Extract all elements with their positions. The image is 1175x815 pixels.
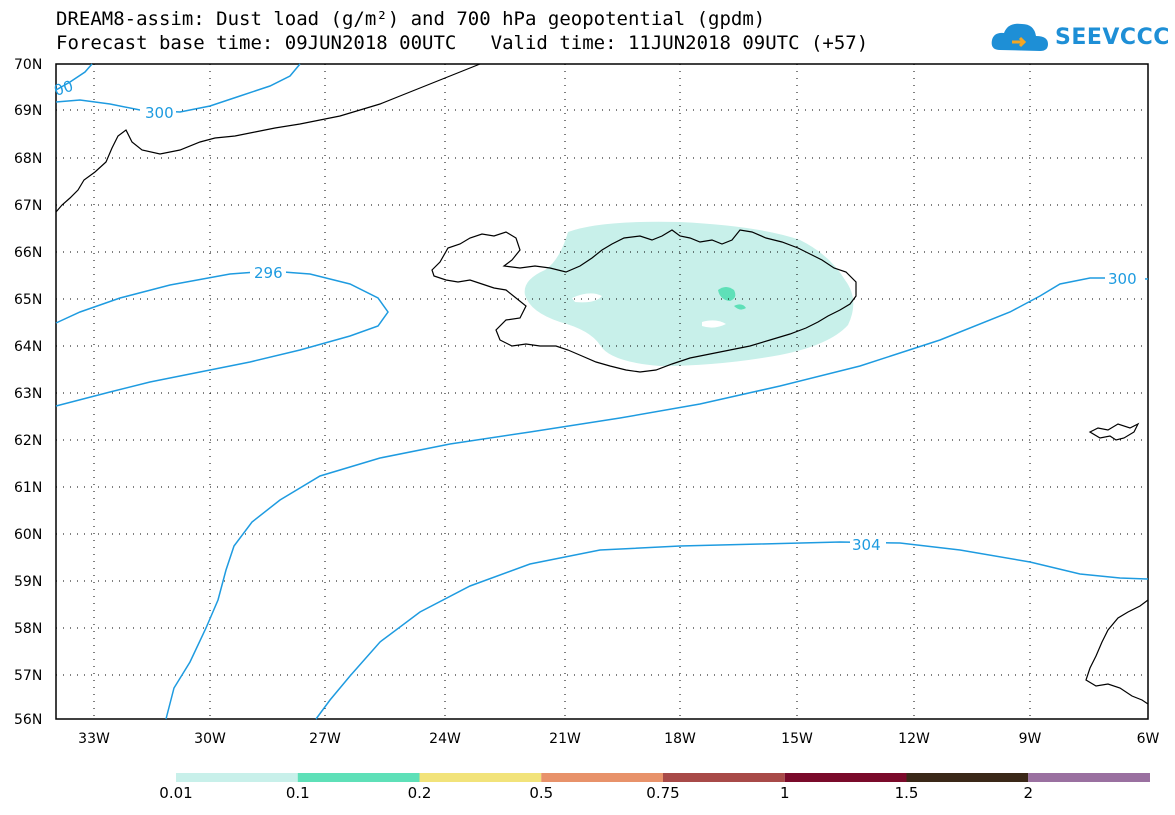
colorbar-swatch (663, 773, 785, 782)
lon-label: 15W (781, 731, 813, 747)
colorbar-label: 0.75 (646, 784, 680, 802)
chart-title-line-1: DREAM8-assim: Dust load (g/m²) and 700 h… (56, 8, 766, 30)
logo-text: SEEVCCC (1055, 25, 1170, 50)
colorbar-swatch (541, 773, 663, 782)
lat-label: 63N (14, 386, 42, 402)
colorbar-swatch (419, 773, 542, 782)
lat-label: 66N (14, 245, 42, 261)
colorbar-label: 1.5 (894, 784, 919, 802)
contour-296 (55, 270, 389, 407)
scotland-coast (1085, 599, 1149, 705)
lat-label: 61N (14, 480, 42, 496)
greenland-coast (55, 63, 481, 213)
contour-304 (315, 541, 1149, 720)
lat-label: 64N (14, 339, 42, 355)
plot-frame (55, 63, 1149, 720)
lat-label: 69N (14, 103, 42, 119)
lon-label: 9W (1019, 731, 1042, 747)
lon-label: 12W (898, 731, 930, 747)
faroe-islands (1088, 422, 1140, 441)
lon-label: 30W (194, 731, 226, 747)
lat-label: 70N (14, 57, 42, 73)
iceland-coast (431, 229, 857, 373)
contour-label-300-east: 300 (1108, 270, 1137, 288)
colorbar-label: 1 (779, 784, 790, 802)
colorbar (176, 773, 1150, 782)
lat-label: 68N (14, 151, 42, 167)
contour-label-backgrounds (140, 104, 1145, 552)
lat-label: 57N (14, 668, 42, 684)
coastlines (55, 63, 1149, 705)
contour-300-corner (55, 63, 93, 91)
colorbar-label: 0.1 (285, 784, 310, 802)
lon-label: 27W (309, 731, 341, 747)
lat-label: 65N (14, 292, 42, 308)
colorbar-label: 0.2 (407, 784, 432, 802)
colorbar-label: 0.5 (529, 784, 554, 802)
colorbar-swatch (784, 773, 907, 782)
contour-label-296: 296 (254, 264, 283, 282)
contour-300-main (165, 277, 1149, 720)
colorbar-swatch (176, 773, 298, 782)
latitude-labels: 70N 69N 68N 67N 66N 65N 64N 63N 62N 61N … (14, 57, 42, 728)
seevccc-cloud-logo-icon (991, 23, 1048, 51)
dust-gap-1 (572, 293, 602, 303)
geopotential-contours (55, 63, 1149, 720)
colorbar-label: 2 (1023, 784, 1034, 802)
colorbar-swatch (297, 773, 420, 782)
chart-title-line-2: Forecast base time: 09JUN2018 00UTC Vali… (56, 32, 869, 54)
colorbar-swatch (1028, 773, 1150, 782)
dust-shading-mid-2 (734, 304, 746, 310)
lon-label: 24W (429, 731, 461, 747)
dust-shading-low (524, 221, 854, 366)
contour-label-corner: 00 (52, 77, 76, 100)
colorbar-label: 0.01 (159, 784, 193, 802)
colorbar-swatch (906, 773, 1029, 782)
longitude-labels: 33W 30W 27W 24W 21W 18W 15W 12W 9W 6W (78, 731, 1159, 747)
contour-label-300-north: 300 (145, 104, 174, 122)
graticule (56, 64, 1148, 719)
dust-gap-2 (702, 320, 726, 328)
lat-label: 59N (14, 574, 42, 590)
lat-label: 60N (14, 527, 42, 543)
contour-300-north (55, 63, 301, 113)
lat-label: 56N (14, 712, 42, 728)
lat-label: 67N (14, 198, 42, 214)
lon-label: 18W (664, 731, 696, 747)
contour-label-304: 304 (852, 536, 881, 554)
dust-shading-mid (718, 287, 736, 301)
lon-label: 6W (1137, 731, 1160, 747)
lat-label: 58N (14, 621, 42, 637)
lat-label: 62N (14, 433, 42, 449)
lon-label: 21W (549, 731, 581, 747)
lon-label: 33W (78, 731, 110, 747)
